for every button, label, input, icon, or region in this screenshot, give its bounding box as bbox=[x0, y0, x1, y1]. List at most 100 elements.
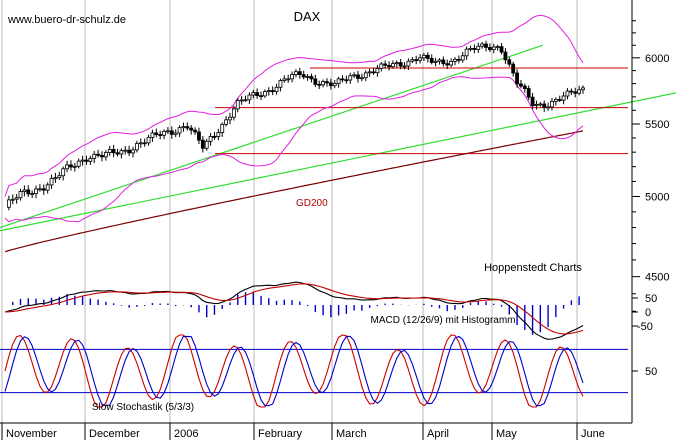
candle-body bbox=[383, 63, 388, 66]
candle-body bbox=[484, 43, 488, 48]
candle-body bbox=[243, 99, 248, 102]
candle-body bbox=[305, 76, 310, 78]
candle-body bbox=[453, 58, 457, 62]
source-label: Hoppenstedt Charts bbox=[484, 262, 582, 274]
candle-body bbox=[6, 199, 11, 208]
candle-body bbox=[542, 103, 547, 108]
candle-body bbox=[511, 63, 516, 74]
candle-body bbox=[391, 63, 395, 68]
candle-body bbox=[507, 59, 512, 65]
candle-body bbox=[228, 116, 232, 121]
x-tick-label: 2006 bbox=[174, 428, 198, 440]
candle-body bbox=[53, 177, 58, 180]
candle-body bbox=[286, 78, 291, 81]
candle-body bbox=[41, 188, 46, 191]
candle-body bbox=[34, 188, 38, 194]
candle-body bbox=[115, 152, 120, 155]
candle-body bbox=[487, 47, 492, 51]
candle-body bbox=[193, 129, 197, 133]
candle-body bbox=[371, 71, 376, 74]
candle-body bbox=[410, 59, 415, 62]
candle-body bbox=[69, 164, 73, 168]
candle-body bbox=[425, 54, 430, 59]
candle-body bbox=[119, 150, 124, 155]
candle-body bbox=[367, 71, 372, 74]
candle-body bbox=[200, 139, 205, 149]
candle-body bbox=[18, 191, 23, 199]
x-tick-label: December bbox=[89, 428, 140, 440]
candle-body bbox=[406, 60, 411, 67]
candle-body bbox=[204, 140, 209, 149]
candle-body bbox=[356, 74, 360, 79]
candle-body bbox=[220, 123, 225, 134]
candle-body bbox=[472, 48, 477, 50]
candle-body bbox=[88, 158, 93, 162]
bollinger-lower bbox=[4, 76, 584, 223]
candle-body bbox=[251, 92, 256, 96]
candle-body bbox=[270, 90, 275, 93]
candle-body bbox=[445, 63, 450, 66]
candle-body bbox=[65, 164, 69, 170]
candle-body bbox=[146, 136, 151, 144]
candle-body bbox=[103, 152, 108, 158]
candle-body bbox=[394, 62, 399, 65]
candle-body bbox=[96, 153, 101, 156]
y-tick-label: 6000 bbox=[645, 53, 669, 65]
candle-body bbox=[379, 63, 384, 69]
candle-body bbox=[61, 168, 66, 177]
candle-body bbox=[162, 130, 166, 136]
candle-body bbox=[569, 90, 574, 93]
candle-body bbox=[402, 65, 407, 68]
candle-body bbox=[449, 60, 454, 66]
candle-body bbox=[123, 149, 128, 152]
stochastic-tick-label: 50 bbox=[645, 366, 657, 378]
candle-body bbox=[340, 78, 345, 81]
candle-body bbox=[263, 91, 267, 97]
candle-body bbox=[325, 81, 329, 84]
x-tick-label: May bbox=[496, 428, 517, 440]
candle-body bbox=[38, 188, 42, 191]
candle-body bbox=[189, 127, 194, 131]
candle-body bbox=[519, 83, 523, 87]
macd-tick-label: 50 bbox=[645, 293, 657, 305]
candle-body bbox=[565, 90, 570, 97]
gd200-line bbox=[4, 130, 584, 253]
candle-body bbox=[154, 132, 159, 136]
candle-body bbox=[499, 46, 504, 53]
candle-body bbox=[138, 142, 143, 145]
candle-body bbox=[290, 74, 294, 80]
y-tick-label: 4500 bbox=[645, 272, 669, 284]
candle-body bbox=[468, 48, 473, 50]
gd200-label: GD200 bbox=[296, 198, 328, 209]
candle-body bbox=[150, 132, 155, 138]
chart-title: DAX bbox=[294, 9, 321, 24]
trendline bbox=[0, 44, 544, 229]
candle-body bbox=[437, 59, 442, 62]
candle-body bbox=[332, 83, 337, 87]
candle-body bbox=[80, 159, 85, 162]
candle-body bbox=[49, 177, 54, 186]
candle-body bbox=[581, 87, 585, 91]
candle-body bbox=[57, 175, 62, 179]
candle-body bbox=[422, 54, 426, 59]
candle-body bbox=[216, 132, 221, 137]
candle-body bbox=[26, 189, 31, 195]
candle-body bbox=[433, 60, 438, 63]
candle-body bbox=[546, 106, 550, 109]
candle-body bbox=[309, 76, 314, 80]
candle-body bbox=[352, 74, 357, 77]
candle-body bbox=[375, 68, 380, 74]
candle-body bbox=[414, 59, 419, 62]
trendline bbox=[0, 92, 676, 232]
candle-body bbox=[553, 99, 558, 102]
candle-body bbox=[84, 159, 89, 162]
y-tick-label: 5500 bbox=[645, 119, 669, 131]
candle-body bbox=[321, 81, 325, 86]
bollinger-upper bbox=[4, 14, 584, 197]
candle-body bbox=[10, 198, 15, 201]
candle-body bbox=[363, 72, 368, 79]
macd-tick-label: 0 bbox=[645, 307, 651, 319]
